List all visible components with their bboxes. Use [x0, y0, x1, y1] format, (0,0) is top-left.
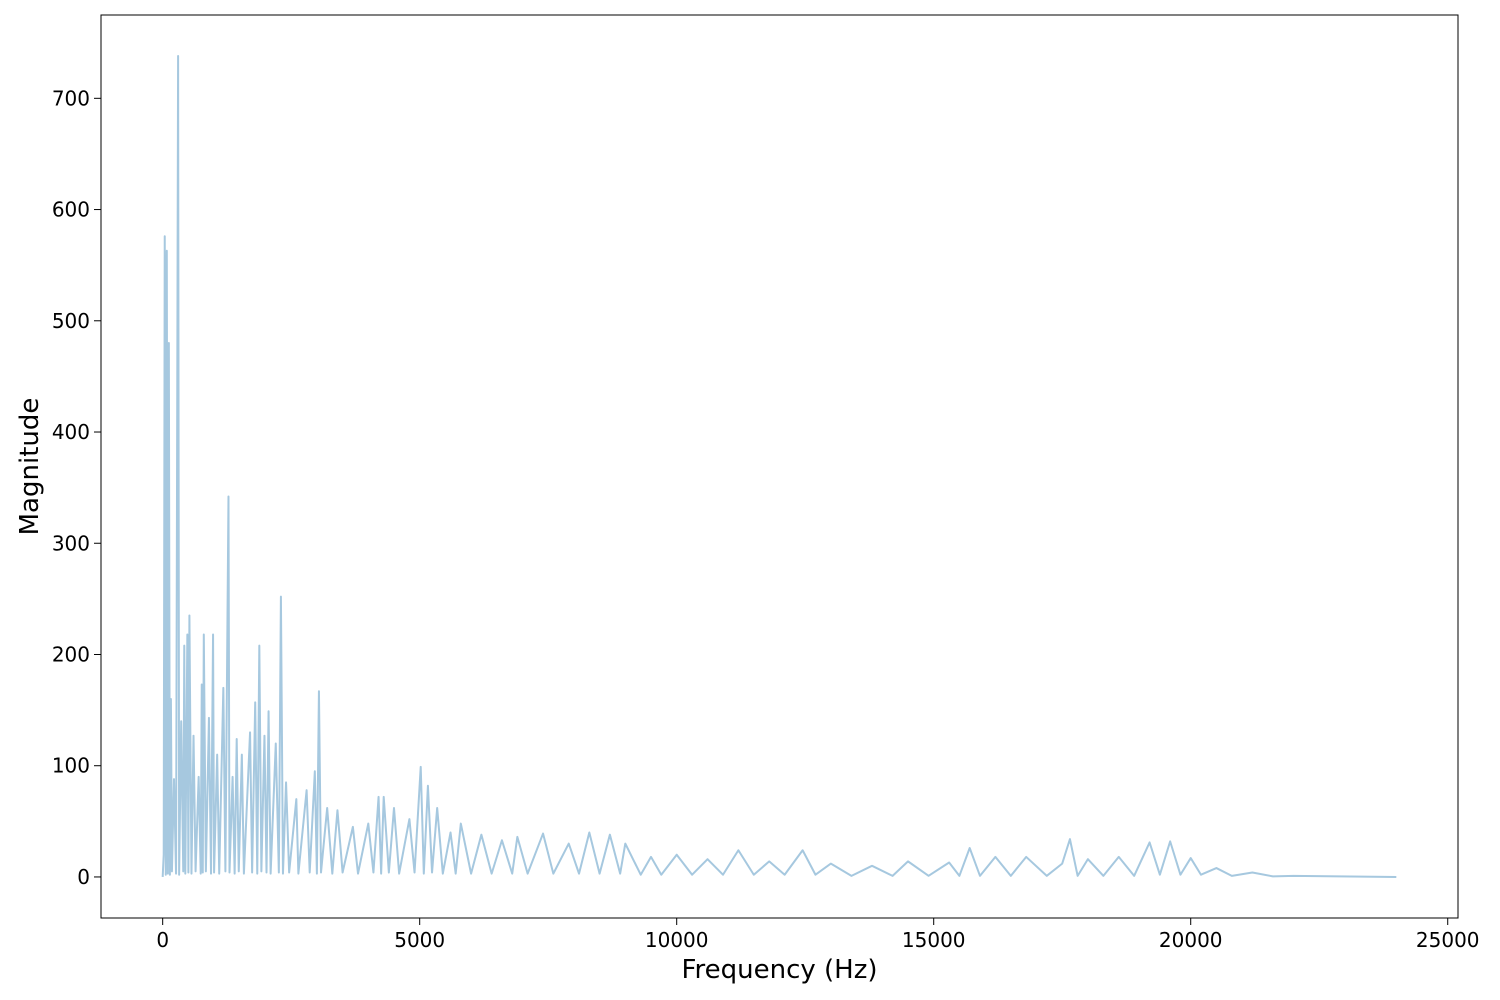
x-tick-label: 10000 [645, 928, 709, 952]
y-tick-label: 100 [52, 754, 90, 778]
y-tick-label: 700 [52, 86, 90, 110]
x-tick-label: 20000 [1159, 928, 1223, 952]
x-tick-label: 0 [156, 928, 169, 952]
y-tick-label: 500 [52, 309, 90, 333]
x-tick-label: 15000 [902, 928, 966, 952]
y-tick-label: 300 [52, 531, 90, 555]
y-tick-label: 0 [77, 865, 90, 889]
y-tick-label: 200 [52, 642, 90, 666]
x-tick-label: 5000 [394, 928, 445, 952]
y-tick-label: 600 [52, 198, 90, 222]
x-axis-label: Frequency (Hz) [681, 955, 877, 985]
x-tick-label: 25000 [1416, 928, 1480, 952]
plot-frame [100, 14, 1459, 919]
y-tick-label: 400 [52, 420, 90, 444]
y-axis-label: Magnitude [15, 398, 45, 536]
spectrum-line [161, 55, 1397, 878]
